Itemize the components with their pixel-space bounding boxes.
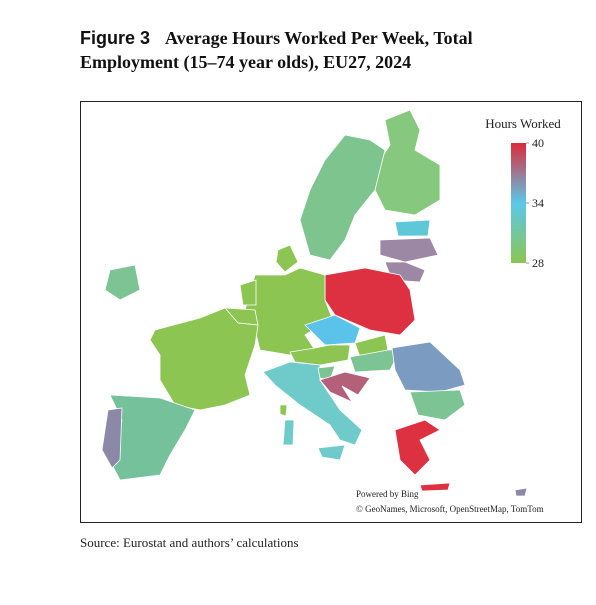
country bbox=[149, 307, 259, 411]
country bbox=[239, 279, 257, 306]
country bbox=[379, 237, 439, 263]
map-credit: Powered by Bing bbox=[356, 489, 419, 499]
title-line: Average Hours Worked Per Week, Total bbox=[165, 28, 473, 48]
country bbox=[279, 404, 288, 417]
country bbox=[101, 407, 123, 469]
legend-tick-label: 28 bbox=[532, 256, 544, 270]
country bbox=[262, 361, 363, 446]
country bbox=[282, 419, 295, 446]
country bbox=[324, 267, 416, 336]
legend-bar bbox=[511, 143, 526, 263]
figure-label: Figure 3 bbox=[80, 28, 150, 48]
country bbox=[419, 482, 451, 492]
map bbox=[101, 109, 528, 497]
country bbox=[391, 341, 466, 393]
country bbox=[299, 134, 386, 261]
country bbox=[104, 264, 141, 301]
country bbox=[275, 244, 299, 273]
country bbox=[317, 444, 346, 461]
legend-tick-label: 40 bbox=[532, 136, 544, 150]
country bbox=[319, 371, 371, 403]
country bbox=[304, 314, 361, 346]
country bbox=[409, 389, 466, 421]
source-note: Source: Eurostat and authors’ calculatio… bbox=[80, 535, 299, 550]
legend-tick-label: 34 bbox=[532, 196, 544, 210]
map-attribution: © GeoNames, Microsoft, OpenStreetMap, To… bbox=[356, 504, 544, 514]
country bbox=[514, 487, 528, 497]
country bbox=[394, 419, 441, 476]
country bbox=[289, 344, 351, 366]
country bbox=[394, 219, 431, 237]
title-line: Employment (15–74 year olds), EU27, 2024 bbox=[80, 52, 411, 73]
legend-title: Hours Worked bbox=[485, 116, 561, 131]
